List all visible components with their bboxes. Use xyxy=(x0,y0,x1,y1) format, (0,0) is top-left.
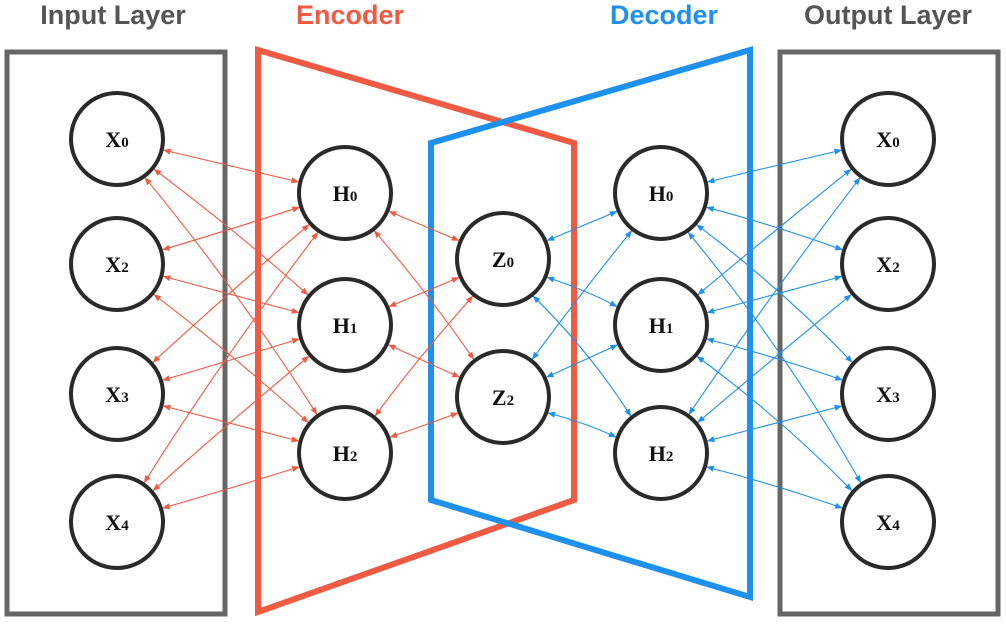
encoder-latent-edge-1-1 xyxy=(387,344,461,378)
svg-text:H2: H2 xyxy=(649,441,674,466)
decoder-output-edge-2-0 xyxy=(688,177,861,415)
svg-text:X3: X3 xyxy=(876,382,899,407)
input-encoder-edge-1-1 xyxy=(162,275,300,314)
decoder-node-h1: H1 xyxy=(613,277,709,373)
decoder-output-edge-2-2 xyxy=(706,404,843,443)
encoder-latent-edge-0-0 xyxy=(388,210,460,242)
input-layer-title: Input Layer xyxy=(40,0,186,30)
input-encoder-edge-2-2 xyxy=(162,404,300,443)
encoder-node-h2: H2 xyxy=(297,405,393,501)
output-layer-title: Output Layer xyxy=(804,0,973,30)
svg-text:X0: X0 xyxy=(876,127,899,152)
decoder-connections xyxy=(531,148,862,509)
latent-decoder-edge-1-0 xyxy=(531,230,633,360)
decoder-output-edge-2-3 xyxy=(706,465,843,509)
encoder-node-h0: H0 xyxy=(297,145,393,241)
encoder-latent-edge-2-0 xyxy=(374,295,474,417)
input-encoder-edge-2-1 xyxy=(162,338,300,382)
encoder-latent-edge-1-0 xyxy=(388,276,460,308)
svg-text:X4: X4 xyxy=(876,510,900,535)
latent-decoder-edge-0-1 xyxy=(546,276,618,307)
latent-decoder-edge-1-1 xyxy=(545,344,619,378)
decoder-output-edge-1-0 xyxy=(697,168,852,296)
input-encoder-edge-3-0 xyxy=(143,231,319,484)
latent-node-z0: Z0 xyxy=(455,211,551,307)
svg-text:X3: X3 xyxy=(105,382,128,407)
svg-text:H0: H0 xyxy=(649,181,674,206)
encoder-node-h1: H1 xyxy=(297,277,393,373)
svg-text:H1: H1 xyxy=(333,313,358,338)
input-encoder-edge-0-0 xyxy=(162,148,300,184)
svg-text:H1: H1 xyxy=(649,313,674,338)
svg-text:Z0: Z0 xyxy=(492,247,514,272)
decoder-title: Decoder xyxy=(610,0,719,30)
decoder-node-h0: H0 xyxy=(613,145,709,241)
svg-text:X2: X2 xyxy=(105,252,128,277)
input-node-x3: X3 xyxy=(69,346,165,442)
svg-text:H2: H2 xyxy=(333,441,358,466)
svg-text:H0: H0 xyxy=(333,181,358,206)
input-encoder-edge-1-2 xyxy=(153,294,309,423)
output-node-x3: X3 xyxy=(840,346,936,442)
input-encoder-edge-3-2 xyxy=(162,466,300,510)
input-encoder-edge-0-2 xyxy=(144,177,318,415)
output-node-x2: X2 xyxy=(840,216,936,312)
input-node-x0: X0 xyxy=(69,91,165,187)
output-node-x4: X4 xyxy=(840,474,936,570)
svg-text:X0: X0 xyxy=(105,127,128,152)
svg-text:X2: X2 xyxy=(876,252,899,277)
encoder-title: Encoder xyxy=(296,0,405,30)
input-encoder-edge-1-0 xyxy=(162,206,300,251)
input-node-x2: X2 xyxy=(69,216,165,312)
encoder-connections xyxy=(143,148,475,510)
encoder-latent-edge-2-1 xyxy=(389,412,459,438)
latent-decoder-edge-0-0 xyxy=(546,210,618,242)
input-node-x4: X4 xyxy=(69,474,165,570)
decoder-output-edge-0-0 xyxy=(706,148,843,184)
decoder-output-edge-2-1 xyxy=(697,294,852,423)
latent-decoder-edge-1-2 xyxy=(547,411,617,438)
decoder-node-h2: H2 xyxy=(613,405,709,501)
latent-node-z2: Z2 xyxy=(455,349,551,445)
svg-text:Z2: Z2 xyxy=(492,385,514,410)
svg-text:X4: X4 xyxy=(105,510,129,535)
output-node-x0: X0 xyxy=(840,91,936,187)
